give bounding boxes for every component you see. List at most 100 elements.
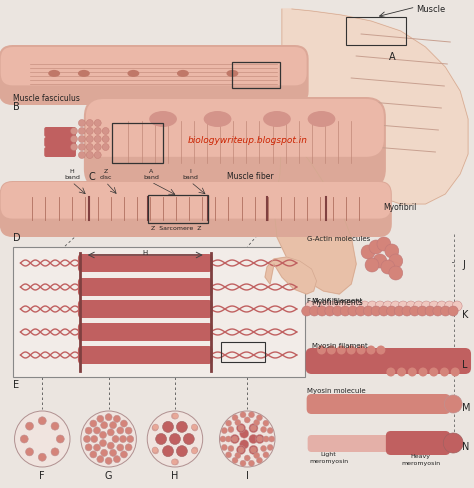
Circle shape (244, 417, 250, 423)
Circle shape (192, 447, 198, 453)
Text: meromyosin: meromyosin (309, 458, 348, 463)
Circle shape (263, 452, 269, 458)
Text: B: B (13, 102, 19, 112)
Circle shape (221, 445, 228, 450)
Circle shape (327, 346, 336, 355)
Circle shape (440, 306, 450, 316)
Circle shape (377, 238, 391, 251)
Bar (220, 342, 265, 362)
Circle shape (394, 306, 404, 316)
Circle shape (26, 448, 34, 456)
Circle shape (232, 457, 238, 464)
FancyBboxPatch shape (308, 435, 390, 452)
Circle shape (421, 302, 431, 311)
Circle shape (226, 420, 231, 427)
Circle shape (235, 452, 241, 459)
Circle shape (86, 128, 93, 135)
FancyBboxPatch shape (306, 348, 471, 374)
Circle shape (321, 302, 331, 311)
Circle shape (381, 261, 395, 274)
Circle shape (255, 435, 264, 444)
Circle shape (81, 411, 137, 467)
Circle shape (361, 245, 375, 260)
Circle shape (102, 136, 109, 143)
Circle shape (251, 447, 256, 453)
Text: H: H (143, 249, 148, 256)
Circle shape (235, 420, 241, 426)
Circle shape (86, 120, 93, 127)
Circle shape (367, 302, 377, 311)
Circle shape (240, 460, 246, 467)
Circle shape (267, 427, 273, 434)
Bar (111, 124, 163, 163)
Circle shape (191, 424, 197, 430)
Circle shape (155, 434, 166, 445)
Circle shape (97, 415, 104, 423)
Ellipse shape (128, 71, 139, 78)
Circle shape (365, 259, 379, 272)
Circle shape (410, 306, 419, 316)
Ellipse shape (78, 71, 90, 78)
Circle shape (172, 413, 177, 419)
Circle shape (337, 302, 346, 311)
Ellipse shape (48, 71, 60, 78)
FancyBboxPatch shape (307, 394, 450, 414)
Circle shape (170, 434, 181, 445)
Circle shape (71, 128, 77, 135)
Text: Muscle fasciculus: Muscle fasciculus (13, 94, 80, 103)
Circle shape (448, 306, 458, 316)
Circle shape (94, 128, 101, 135)
Circle shape (226, 452, 231, 458)
Circle shape (226, 436, 231, 442)
Circle shape (15, 411, 70, 467)
Circle shape (340, 306, 350, 316)
Circle shape (337, 346, 346, 355)
Text: disc: disc (100, 175, 112, 180)
Text: Z: Z (103, 169, 108, 174)
Circle shape (317, 306, 327, 316)
Circle shape (105, 414, 112, 421)
Polygon shape (265, 258, 317, 294)
FancyBboxPatch shape (0, 183, 391, 219)
Text: H: H (70, 169, 74, 174)
Circle shape (408, 368, 417, 377)
Circle shape (347, 346, 356, 355)
Circle shape (90, 420, 97, 427)
Circle shape (263, 420, 269, 427)
Circle shape (163, 446, 173, 457)
Circle shape (397, 368, 406, 377)
Circle shape (251, 425, 256, 431)
Circle shape (444, 395, 462, 413)
Text: G: G (105, 470, 112, 480)
Circle shape (100, 431, 107, 439)
Circle shape (86, 152, 93, 159)
FancyBboxPatch shape (86, 100, 384, 158)
Circle shape (364, 306, 374, 316)
Circle shape (127, 436, 134, 443)
Circle shape (71, 144, 77, 151)
Circle shape (267, 445, 273, 450)
FancyBboxPatch shape (386, 431, 450, 455)
Circle shape (249, 424, 258, 433)
Text: Myofibril: Myofibril (383, 203, 416, 212)
Circle shape (147, 411, 203, 467)
Circle shape (348, 306, 358, 316)
Circle shape (191, 448, 197, 454)
Circle shape (256, 457, 263, 464)
Circle shape (261, 446, 266, 451)
Circle shape (306, 302, 316, 311)
Circle shape (356, 346, 365, 355)
Circle shape (51, 422, 59, 430)
Text: biologywriteup.blogspot.in: biologywriteup.blogspot.in (188, 136, 308, 145)
Circle shape (173, 459, 179, 465)
Text: L: L (462, 359, 468, 369)
Text: Myosin molecule: Myosin molecule (307, 387, 365, 393)
Text: Myofilaments: Myofilaments (311, 297, 364, 306)
Circle shape (317, 346, 326, 355)
Circle shape (93, 427, 100, 434)
Circle shape (230, 435, 239, 444)
Circle shape (100, 422, 108, 429)
Circle shape (310, 306, 319, 316)
Text: Muscle fiber: Muscle fiber (228, 172, 274, 181)
Ellipse shape (177, 71, 189, 78)
